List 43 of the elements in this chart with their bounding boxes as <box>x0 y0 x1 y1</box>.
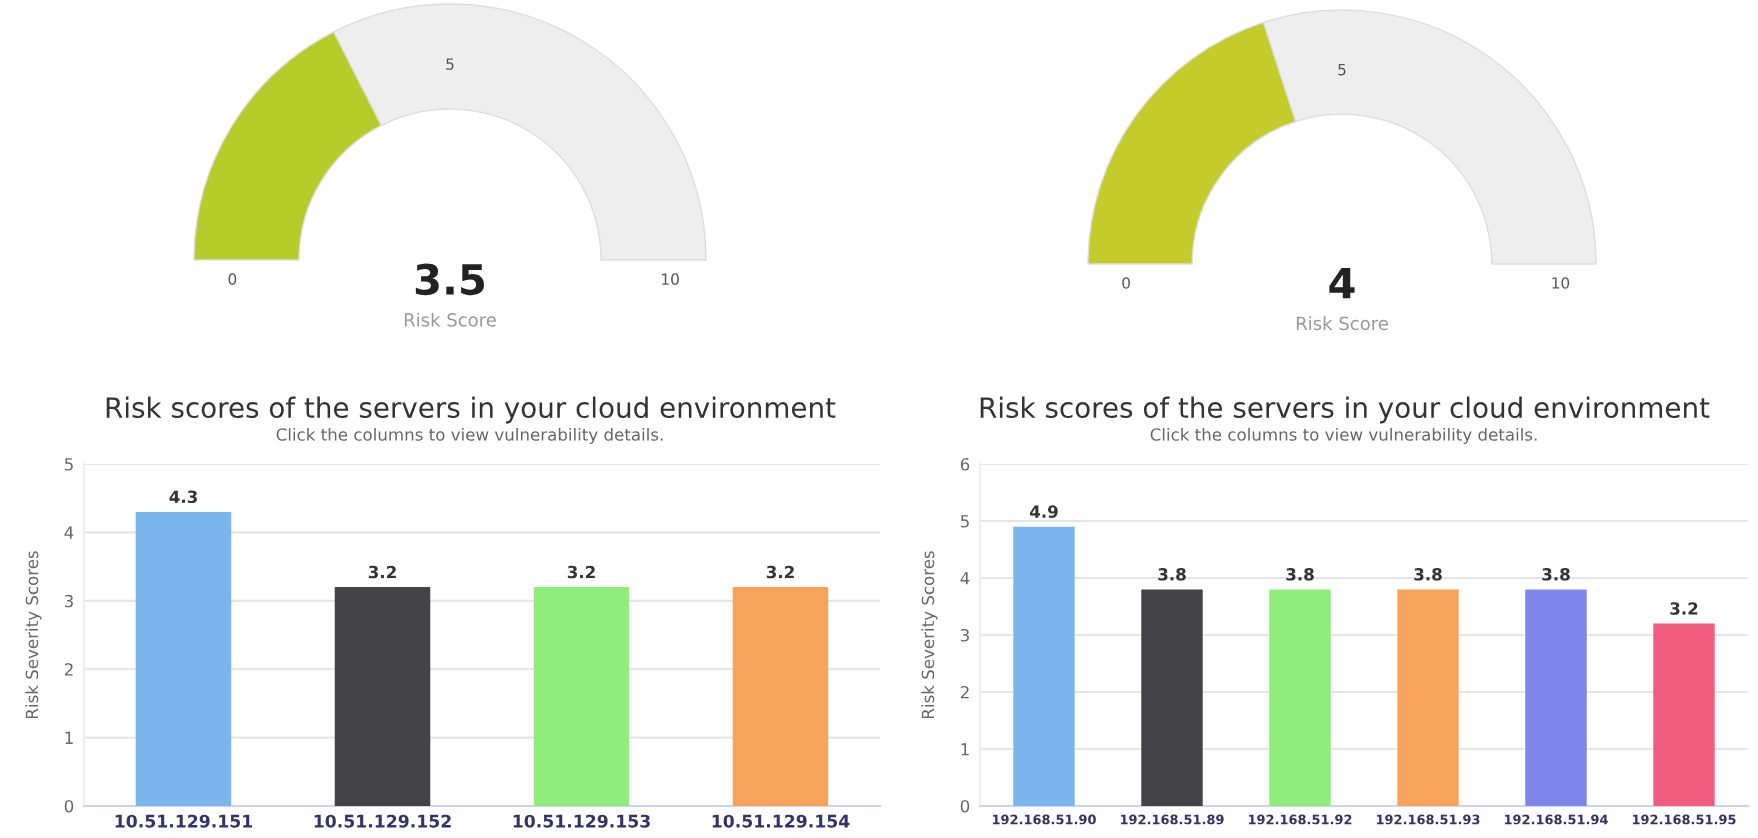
data-label: 3.2 <box>1670 602 1698 615</box>
bar <box>1013 526 1075 806</box>
bar <box>1141 589 1203 806</box>
data-label: 4.3 <box>169 490 197 504</box>
data-label: 3.8 <box>1158 568 1186 581</box>
bar <box>1269 589 1331 806</box>
x-tick-label: 10.51.129.151 <box>115 814 253 828</box>
y-tick-label: 2 <box>960 685 969 699</box>
y-tick-label: 1 <box>65 731 73 744</box>
data-label: 4.9 <box>1029 505 1058 518</box>
chart-title: Risk scores of the servers in your cloud environment <box>106 396 836 424</box>
x-tick-label: 10.51.129.152 <box>314 814 451 828</box>
y-tick-label: 2 <box>64 663 73 676</box>
y-axis-title: Risk Severity Scores <box>25 551 42 719</box>
y-tick-label: 4 <box>960 572 970 585</box>
chart-subtitle: Click the columns to view vulnerability details. <box>276 427 663 445</box>
y-axis-title: Risk Severity Scores <box>921 551 938 719</box>
data-label: 3.8 <box>1542 568 1570 581</box>
text: 4 <box>1329 267 1355 299</box>
y-tick-label: 3 <box>64 594 73 608</box>
y-tick-label: 5 <box>960 515 969 528</box>
y-tick-label: 6 <box>960 457 970 471</box>
data-label: 3.8 <box>1286 568 1314 581</box>
y-tick-label: 0 <box>960 799 970 813</box>
bar <box>1397 589 1459 806</box>
x-tick-label: 10.51.129.154 <box>712 814 850 828</box>
text: Risk Score <box>1296 316 1388 331</box>
bar <box>1653 623 1715 806</box>
x-tick-label: 10.51.129.153 <box>513 814 650 828</box>
y-tick-label: 0 <box>64 799 74 813</box>
y-tick-label: 3 <box>960 628 969 642</box>
text: Risk Score <box>404 312 496 327</box>
y-tick-label: 4 <box>64 526 74 539</box>
data-label: 3.8 <box>1414 568 1442 581</box>
chart-subtitle: Click the columns to view vulnerability details. <box>1150 427 1537 445</box>
chart-title: Risk scores of the servers in your cloud environment <box>980 396 1710 424</box>
text: 3.5 <box>415 263 484 296</box>
y-tick-label: 1 <box>961 743 969 756</box>
bar <box>1525 589 1587 806</box>
data-label: 3.2 <box>567 565 595 579</box>
data-label: 3.2 <box>368 565 396 579</box>
y-tick-label: 5 <box>64 458 73 471</box>
data-label: 3.2 <box>766 565 794 579</box>
